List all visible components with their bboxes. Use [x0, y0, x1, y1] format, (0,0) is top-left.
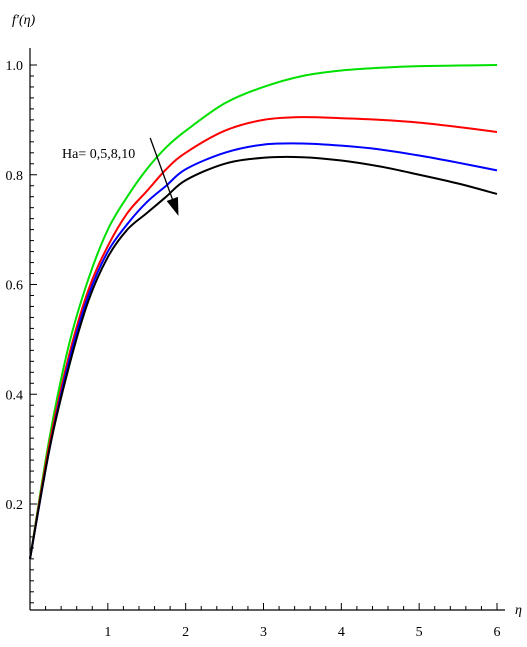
x-tick-label: 6: [494, 625, 501, 640]
y-tick-label: 0.8: [6, 169, 24, 184]
axes: 1 2 3 4 5 6 0.2 0.4 0.6 0.8 1.0 f′(η) η: [6, 13, 523, 640]
y-tick-label: 1.0: [6, 59, 24, 74]
annotations: Ha= 0,5,8,10: [62, 137, 179, 216]
y-axis-label: f′(η): [12, 13, 36, 28]
series-line-3: [29, 155, 498, 560]
x-tick-label: 5: [416, 625, 423, 640]
x-tick-label: 1: [104, 625, 111, 640]
x-tick-label: 4: [338, 625, 345, 640]
annotation-label: Ha= 0,5,8,10: [62, 147, 135, 162]
series-line-1: [29, 116, 498, 560]
annotation-arrow-head: [166, 196, 179, 216]
x-tick-label: 2: [182, 625, 189, 640]
series-line-2: [29, 142, 498, 560]
y-tick-label: 0.2: [6, 498, 24, 513]
series-line-0: [29, 64, 498, 560]
y-tick-label: 0.6: [6, 279, 24, 294]
x-axis-label: η: [515, 603, 522, 618]
series-group: [29, 64, 498, 560]
y-tick-label: 0.4: [6, 388, 24, 403]
x-tick-label: 3: [260, 625, 267, 640]
